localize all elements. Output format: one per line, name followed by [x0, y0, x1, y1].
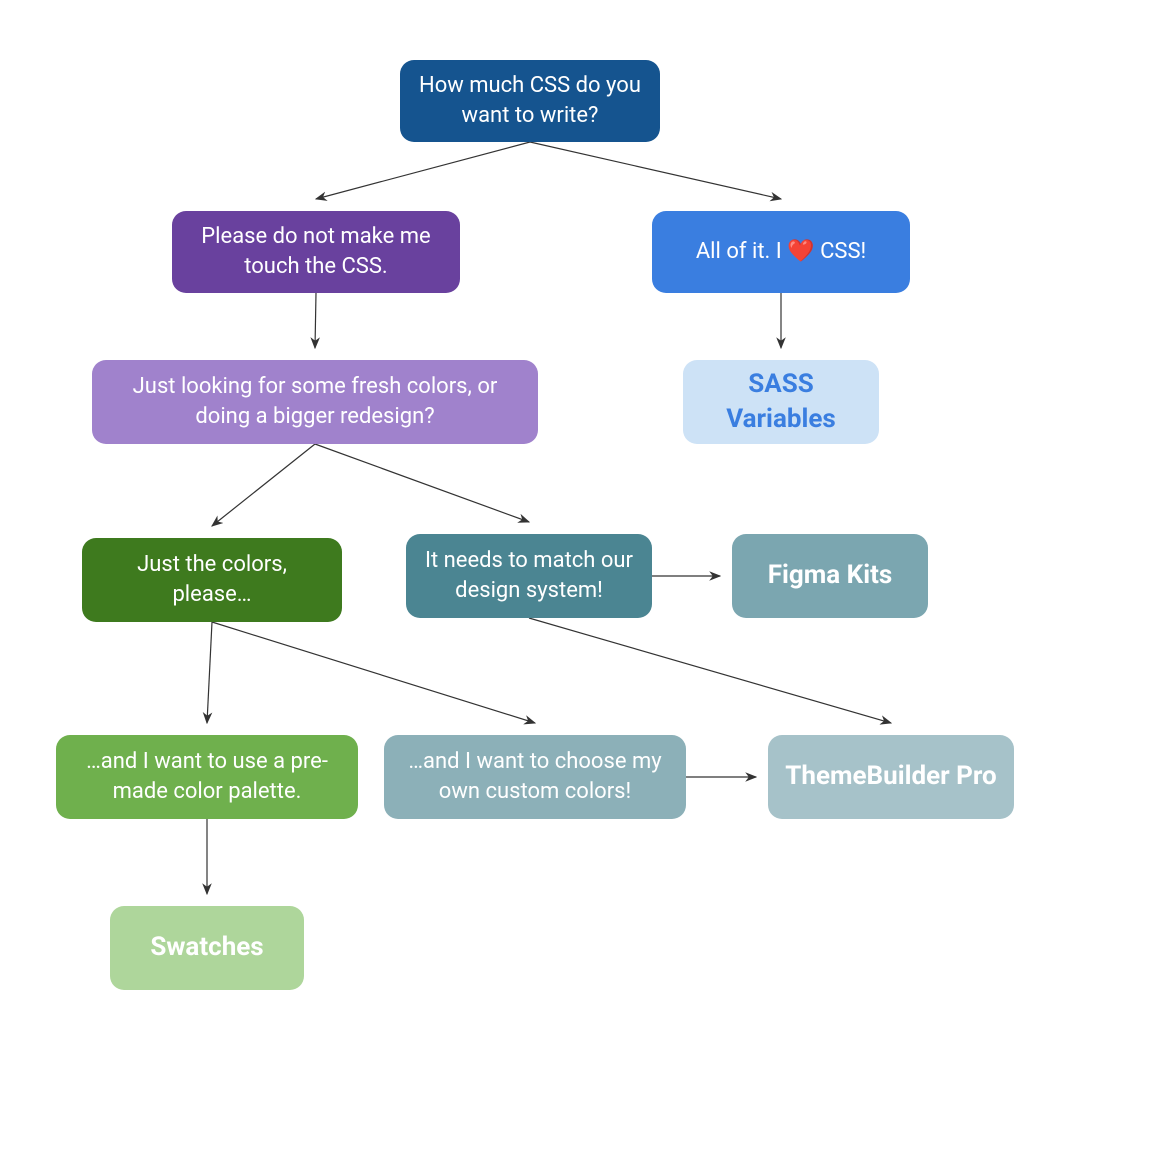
node-custom-colors: …and I want to choose my own custom colo… — [384, 735, 686, 819]
node-themebuilder-pro-label: ThemeBuilder Pro — [785, 759, 996, 794]
edge-root-to-love_css — [530, 142, 781, 199]
node-root-label: How much CSS do you want to write? — [414, 71, 646, 130]
node-love-css: All of it. I ❤️ CSS! — [652, 211, 910, 293]
node-just-colors-label: Just the colors, please… — [96, 550, 328, 609]
edge-just_colors-to-premade_palette — [207, 622, 212, 723]
node-swatches-label: Swatches — [150, 930, 263, 965]
node-premade-palette-label: …and I want to use a pre-made color pale… — [70, 747, 344, 806]
node-no-css-label: Please do not make me touch the CSS. — [186, 222, 446, 281]
node-sass-variables-label: SASS Variables — [697, 367, 865, 437]
node-swatches: Swatches — [110, 906, 304, 990]
node-no-css: Please do not make me touch the CSS. — [172, 211, 460, 293]
node-custom-colors-label: …and I want to choose my own custom colo… — [398, 747, 672, 806]
edge-root-to-no_css — [316, 142, 530, 199]
node-design-system: It needs to match our design system! — [406, 534, 652, 618]
node-figma-kits-label: Figma Kits — [768, 558, 892, 593]
node-just-colors: Just the colors, please… — [82, 538, 342, 622]
edge-just_colors-to-custom_colors — [212, 622, 535, 723]
node-design-system-label: It needs to match our design system! — [420, 546, 638, 605]
edge-fresh_or_redesign-to-design_system — [315, 444, 529, 522]
flowchart-stage: How much CSS do you want to write? Pleas… — [0, 0, 1152, 1152]
node-themebuilder-pro: ThemeBuilder Pro — [768, 735, 1014, 819]
edge-design_system-to-themebuilder_pro — [529, 618, 891, 723]
node-fresh-or-redesign: Just looking for some fresh colors, or d… — [92, 360, 538, 444]
node-love-css-label: All of it. I ❤️ CSS! — [696, 237, 866, 267]
node-premade-palette: …and I want to use a pre-made color pale… — [56, 735, 358, 819]
node-fresh-or-redesign-label: Just looking for some fresh colors, or d… — [106, 372, 524, 431]
node-figma-kits: Figma Kits — [732, 534, 928, 618]
node-root: How much CSS do you want to write? — [400, 60, 660, 142]
edge-fresh_or_redesign-to-just_colors — [212, 444, 315, 526]
node-sass-variables: SASS Variables — [683, 360, 879, 444]
edge-no_css-to-fresh_or_redesign — [315, 293, 316, 348]
